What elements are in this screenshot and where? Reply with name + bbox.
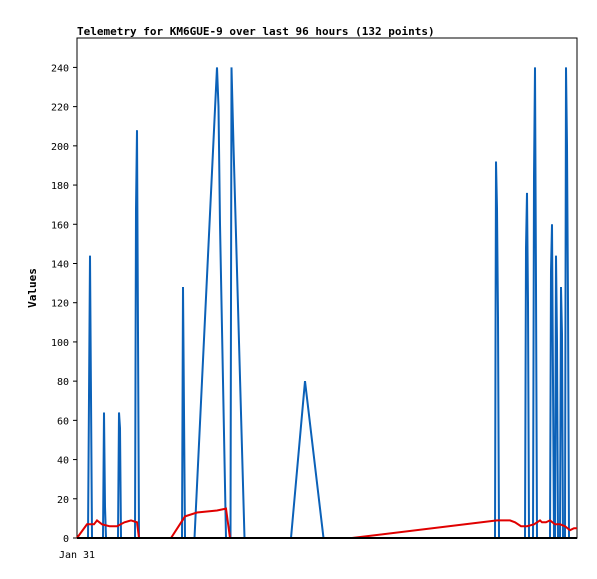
x-axis: Jan 31 (59, 550, 95, 561)
y-tick-label: 20 (57, 495, 69, 506)
y-tick-label: 120 (51, 299, 69, 310)
y-tick-label: 160 (51, 220, 69, 231)
x-tick-label: Jan 31 (59, 550, 95, 561)
y-tick-label: 240 (51, 63, 69, 74)
y-tick-label: 140 (51, 259, 69, 270)
chart-title: Telemetry for KM6GUE-9 over last 96 hour… (77, 25, 435, 38)
series-line-0 (77, 67, 577, 539)
y-axis: 0 20 40 60 80 100 120 140 160 180 200 220 240 (51, 63, 77, 545)
series-group (76, 67, 577, 539)
y-tick-label: 100 (51, 338, 69, 349)
plot-area-frame (76, 37, 578, 539)
y-tick-label: 220 (51, 103, 69, 114)
y-tick-label: 200 (51, 142, 69, 153)
y-axis-label: Values (26, 268, 39, 308)
y-tick-label: 60 (57, 416, 69, 427)
y-tick-label: 0 (63, 534, 69, 545)
y-tick-label: 40 (57, 456, 69, 467)
y-tick-label: 180 (51, 181, 69, 192)
y-tick-label: 80 (57, 377, 69, 388)
